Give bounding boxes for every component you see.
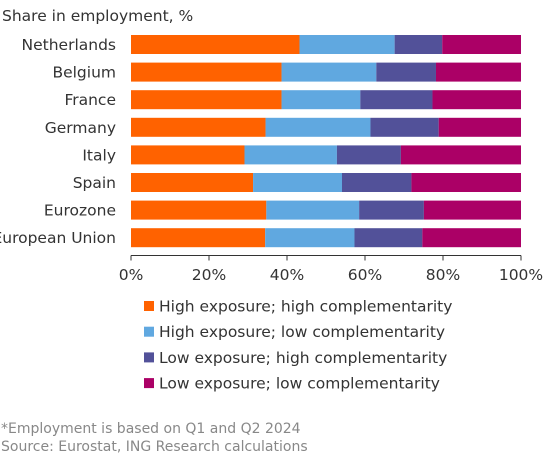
x-tick-label-5: 100% bbox=[499, 266, 543, 284]
bar-eurozone-series-4 bbox=[423, 200, 521, 220]
bar-belgium-series-4 bbox=[435, 62, 521, 82]
bar-germany-series-1 bbox=[131, 117, 266, 137]
bar-france-series-3 bbox=[360, 90, 433, 110]
x-tick-label-3: 60% bbox=[348, 266, 382, 284]
bar-eurozone-series-3 bbox=[359, 200, 424, 220]
bar-netherlands-series-3 bbox=[394, 35, 443, 54]
footnote-note: *Employment is based on Q1 and Q2 2024 bbox=[1, 421, 301, 437]
category-label-belgium: Belgium bbox=[52, 64, 116, 82]
bar-germany-series-3 bbox=[370, 117, 439, 137]
bar-european-union-series-3 bbox=[354, 228, 423, 248]
x-tick-label-1: 20% bbox=[192, 266, 226, 284]
category-label-netherlands: Netherlands bbox=[22, 36, 116, 54]
category-label-european-union: European Union bbox=[0, 229, 116, 247]
bar-eurozone-series-2 bbox=[266, 200, 360, 220]
bar-belgium-series-3 bbox=[376, 62, 436, 82]
bar-netherlands-series-1 bbox=[131, 35, 300, 54]
bar-italy-series-1 bbox=[131, 145, 245, 165]
bar-italy-series-3 bbox=[336, 145, 401, 165]
bar-belgium-series-1 bbox=[131, 62, 282, 82]
category-label-spain: Spain bbox=[73, 174, 116, 192]
legend-label-3: Low exposure; high complementarity bbox=[159, 349, 447, 367]
x-tick-label-4: 80% bbox=[426, 266, 460, 284]
category-label-eurozone: Eurozone bbox=[44, 202, 116, 220]
bar-germany-series-4 bbox=[438, 117, 521, 137]
bar-france-series-4 bbox=[432, 90, 521, 110]
bar-italy-series-4 bbox=[400, 145, 521, 165]
bar-spain-series-3 bbox=[341, 173, 412, 192]
legend-swatch-1 bbox=[144, 301, 154, 311]
category-label-france: France bbox=[64, 91, 116, 109]
bar-spain-series-2 bbox=[253, 173, 342, 192]
x-tick-label-2: 40% bbox=[270, 266, 304, 284]
chart-title: Share in employment, % bbox=[2, 7, 194, 25]
bar-belgium-series-2 bbox=[281, 62, 377, 82]
legend-swatch-3 bbox=[144, 352, 154, 363]
bar-netherlands-series-4 bbox=[442, 35, 521, 54]
category-label-germany: Germany bbox=[45, 119, 116, 137]
bar-france-series-2 bbox=[281, 90, 361, 110]
legend-label-4: Low exposure; low complementarity bbox=[159, 375, 440, 393]
footnote-source: Source: Eurostat, ING Research calculati… bbox=[1, 439, 308, 455]
bar-european-union-series-2 bbox=[265, 228, 355, 248]
bar-spain-series-1 bbox=[131, 173, 254, 192]
bar-european-union-series-1 bbox=[131, 228, 266, 248]
bar-spain-series-4 bbox=[411, 173, 521, 192]
bar-eurozone-series-1 bbox=[131, 200, 267, 220]
bar-european-union-series-4 bbox=[422, 228, 521, 248]
bar-france-series-1 bbox=[131, 90, 282, 110]
legend-swatch-2 bbox=[144, 326, 154, 337]
category-label-italy: Italy bbox=[82, 146, 116, 164]
stacked-bar-chart: Netherlands Belgium France Germany Italy Spai… bbox=[0, 35, 543, 393]
bar-netherlands-series-2 bbox=[299, 35, 395, 54]
legend-label-2: High exposure; low complementarity bbox=[159, 323, 445, 341]
bar-italy-series-2 bbox=[244, 145, 337, 165]
x-tick-label-0: 0% bbox=[119, 266, 144, 284]
legend-swatch-4 bbox=[144, 378, 154, 389]
legend-label-1: High exposure; high complementarity bbox=[159, 298, 452, 316]
bar-germany-series-2 bbox=[265, 117, 371, 137]
